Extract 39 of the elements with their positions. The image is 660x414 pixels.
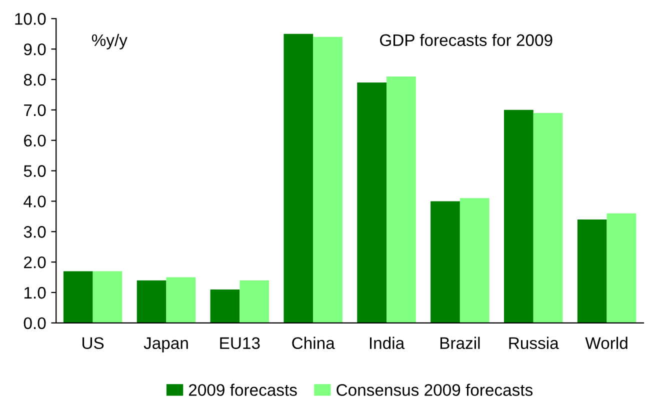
bar — [357, 82, 387, 323]
y-tick-label: 10.0 — [15, 13, 46, 25]
annotation: %y/y — [92, 34, 128, 50]
bar — [284, 34, 314, 323]
bar — [430, 201, 460, 323]
bar — [386, 76, 416, 323]
x-tick-label: EU13 — [220, 337, 260, 350]
y-tick-label: 9.0 — [24, 43, 46, 56]
bar — [606, 213, 636, 323]
bar — [136, 280, 166, 323]
y-tick-label: 7.0 — [24, 104, 46, 116]
y-tick-label: 8.0 — [24, 74, 46, 86]
annotation: GDP forecasts for 2009 — [380, 34, 552, 46]
y-tick-label: 5.0 — [24, 165, 46, 177]
bar — [577, 219, 607, 323]
legend-label: Consensus 2009 forecasts — [336, 384, 533, 396]
x-tick-label: China — [292, 336, 335, 350]
bar — [166, 277, 196, 323]
bar — [313, 36, 342, 323]
x-tick-label: US — [82, 337, 104, 350]
y-tick-label: 4.0 — [24, 196, 46, 208]
x-tick-label: World — [585, 336, 628, 350]
legend-label: 2009 forecasts — [188, 384, 297, 396]
bar — [63, 271, 93, 323]
bar — [460, 198, 490, 323]
y-tick-label: 0.0 — [24, 317, 46, 330]
bar — [240, 280, 270, 323]
x-tick-label: Japan — [144, 337, 188, 352]
bar — [92, 271, 122, 323]
y-tick-label: 1.0 — [24, 286, 46, 299]
x-tick-label: India — [370, 336, 405, 350]
y-tick-label: 3.0 — [24, 226, 46, 238]
y-tick-label: 6.0 — [24, 134, 46, 147]
y-tick-label: 2.0 — [24, 256, 46, 268]
bar — [533, 112, 563, 323]
x-tick-label: Brazil — [440, 336, 480, 350]
x-tick-label: Russia — [509, 336, 559, 350]
bar — [210, 289, 240, 323]
bar — [504, 110, 534, 323]
